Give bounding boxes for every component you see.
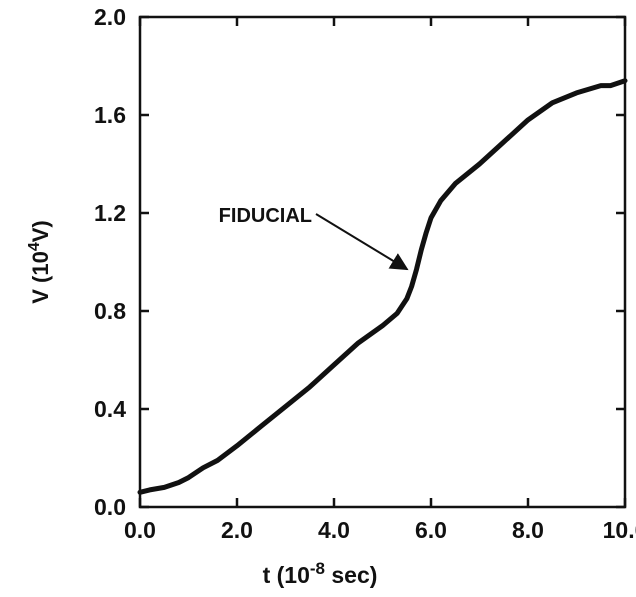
y-axis-label-exponent: 4 bbox=[26, 242, 43, 251]
y-tick-label: 0.0 bbox=[94, 494, 126, 520]
y-tick-label: 1.6 bbox=[94, 102, 126, 128]
annotations: FIDUCIAL bbox=[219, 205, 407, 269]
tick-marks bbox=[140, 17, 625, 507]
y-tick-label: 1.2 bbox=[94, 200, 126, 226]
x-axis-label-exponent: -8 bbox=[310, 559, 325, 578]
annotation-arrow bbox=[316, 214, 407, 269]
y-tick-label: 0.4 bbox=[94, 396, 126, 422]
series-line bbox=[140, 81, 625, 493]
axes bbox=[140, 17, 625, 507]
y-axis-label-suffix: V) bbox=[28, 220, 53, 242]
annotation-label: FIDUCIAL bbox=[219, 205, 312, 227]
x-tick-label: 10.0 bbox=[603, 517, 636, 543]
x-tick-label: 8.0 bbox=[512, 517, 544, 543]
tick-labels: 0.0 2.0 4.0 6.0 8.0 10.0 0.0 0.4 0.8 1.2 1.6 2.0 bbox=[94, 4, 636, 543]
x-tick-label: 0.0 bbox=[124, 517, 156, 543]
x-tick-label: 2.0 bbox=[221, 517, 253, 543]
y-tick-label: 0.8 bbox=[94, 298, 126, 324]
y-tick-label: 2.0 bbox=[94, 4, 126, 30]
x-tick-label: 4.0 bbox=[318, 517, 350, 543]
y-axis-label: V (104V) bbox=[26, 220, 53, 304]
plot-frame bbox=[140, 17, 625, 507]
series-layer bbox=[140, 81, 625, 493]
x-axis-label: t (10-8 sec) bbox=[263, 559, 378, 588]
x-axis-label-suffix: sec) bbox=[325, 562, 377, 588]
x-tick-label: 6.0 bbox=[415, 517, 447, 543]
